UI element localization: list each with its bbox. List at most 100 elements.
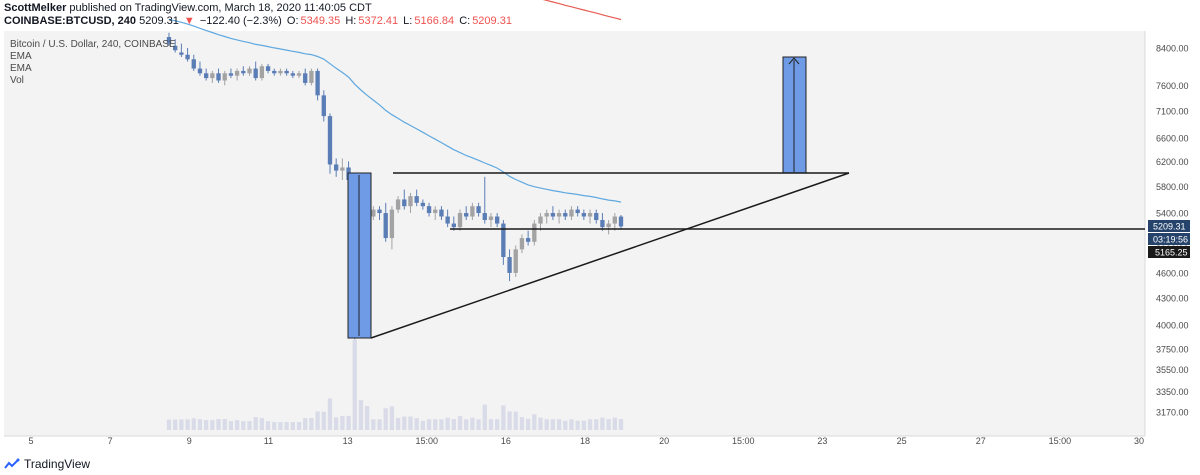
x-tick-label: 7 <box>108 436 113 446</box>
volume-bar <box>173 419 178 430</box>
volume-layer <box>166 340 624 430</box>
volume-bar <box>476 419 481 430</box>
x-tick-label: 5 <box>28 436 33 446</box>
candle-body <box>402 199 407 207</box>
volume-bar <box>259 418 265 430</box>
legend-vol[interactable]: Vol <box>10 75 24 86</box>
chart-header: ScottMelker published on TradingView.com… <box>4 2 904 28</box>
candle-body <box>247 68 252 74</box>
volume-bar <box>290 422 296 430</box>
candle-body <box>334 164 339 171</box>
volume-bar <box>234 420 240 430</box>
volume-bar <box>426 419 432 430</box>
volume-bar <box>247 421 252 430</box>
volume-bar <box>550 419 556 430</box>
volume-bar <box>265 421 271 430</box>
candle-body <box>600 220 605 228</box>
volume-bar <box>501 405 506 430</box>
candle-body <box>389 209 395 239</box>
candle-body <box>476 206 481 214</box>
volume-bar <box>594 419 599 430</box>
open-label: O: <box>286 15 299 27</box>
high-label: H: <box>345 15 357 27</box>
candle-body <box>488 216 494 221</box>
volume-bar <box>296 422 302 430</box>
legend-ema-1[interactable]: EMA <box>10 51 32 62</box>
ema-fast-line[interactable] <box>168 18 622 203</box>
legend-ema-2[interactable]: EMA <box>10 63 32 74</box>
volume-bar <box>191 418 196 430</box>
last-value: 5209.31 <box>139 15 179 27</box>
candle-body <box>494 216 500 224</box>
volume-bar <box>581 420 587 430</box>
volume-bar <box>575 420 580 430</box>
publisher-line: ScottMelker published on TradingView.com… <box>4 2 904 15</box>
volume-bar <box>563 420 568 430</box>
candle-body <box>210 73 215 79</box>
x-tick-label: 15:00 <box>1049 436 1072 446</box>
time-scale[interactable] <box>4 436 1145 448</box>
candle-body <box>525 238 531 242</box>
volume-bar <box>402 416 407 430</box>
volume-bar <box>197 419 203 430</box>
x-tick-label: 30 <box>1134 436 1144 446</box>
x-tick-label: 23 <box>817 436 827 446</box>
candle-body <box>216 73 221 81</box>
candle-body <box>501 223 506 258</box>
ascending-trendline[interactable] <box>370 172 850 339</box>
y-tick-label: 5800.00 <box>1156 182 1189 192</box>
volume-bar <box>352 340 357 430</box>
volume-bar <box>395 417 401 430</box>
footer-brand[interactable]: TradingView <box>24 457 91 471</box>
candle-body <box>587 213 593 217</box>
candle-body <box>556 213 562 217</box>
symbol-label[interactable]: COINBASE:BTCUSD, 240 <box>4 15 137 27</box>
ema-slow-line[interactable] <box>169 0 622 21</box>
volume-bar <box>371 419 376 430</box>
volume-bar <box>358 400 364 430</box>
candle-body <box>569 209 574 217</box>
price-axis-labels: 8400.00 7600.00 7100.00 6600.00 6200.00 5800.… <box>1156 44 1189 418</box>
chart-title: Bitcoin / U.S. Dollar, 240, COINBASE <box>10 39 176 50</box>
volume-bar <box>383 408 388 430</box>
candle-body <box>513 249 518 273</box>
candle-body <box>272 70 277 74</box>
high-value: 5372.41 <box>358 15 399 27</box>
open-value: 5349.35 <box>300 15 341 27</box>
candle-body <box>451 223 456 228</box>
plot-area[interactable] <box>4 31 1145 436</box>
candle-body <box>594 213 599 221</box>
candle-body <box>259 66 265 79</box>
volume-bar <box>525 418 531 430</box>
tradingview-logo-icon[interactable] <box>4 458 20 470</box>
candle-body <box>377 209 382 214</box>
published-text: published on TradingView.com, March 18, … <box>69 2 372 14</box>
volume-bar <box>166 419 172 430</box>
x-tick-label: 13 <box>343 436 353 446</box>
candle-body <box>179 52 184 55</box>
candle-body <box>414 196 419 203</box>
volume-bar <box>445 417 450 430</box>
close-value: 5209.31 <box>472 15 512 27</box>
last-price-label: 5209.31 <box>1153 222 1186 232</box>
volume-bar <box>439 419 444 430</box>
publisher-name[interactable]: ScottMelker <box>4 2 67 14</box>
target-arrowhead <box>788 57 800 65</box>
volume-bar <box>210 420 215 430</box>
y-tick-label: 3350.00 <box>1156 387 1189 397</box>
y-tick-label: 3750.00 <box>1156 345 1189 355</box>
volume-bar <box>433 419 438 430</box>
volume-bar <box>303 417 308 430</box>
candle-body <box>228 73 234 76</box>
candle-body <box>544 213 549 217</box>
volume-bar <box>179 419 184 430</box>
x-tick-label: 9 <box>187 436 192 446</box>
volume-bar <box>222 418 227 430</box>
change-down-icon: ▼ <box>183 15 195 27</box>
volume-bar <box>377 419 382 430</box>
volume-bar <box>389 406 395 430</box>
candle-body <box>507 257 512 273</box>
candle-body <box>426 206 432 214</box>
volume-bar <box>278 422 283 430</box>
